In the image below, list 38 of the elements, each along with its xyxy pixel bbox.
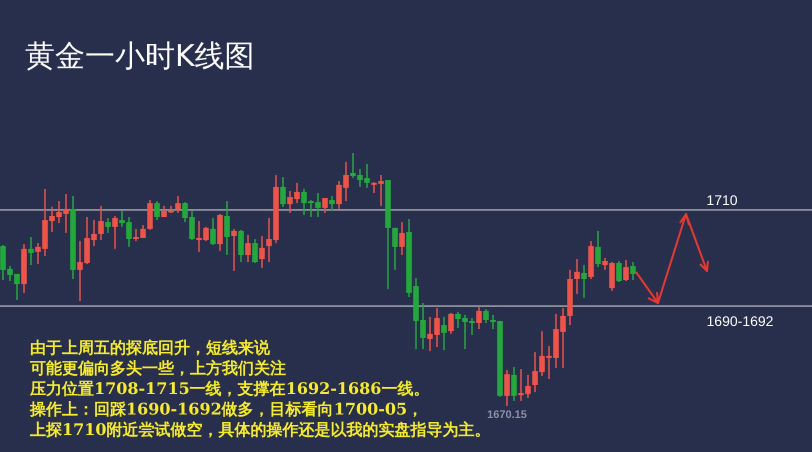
candlestick: [616, 260, 622, 283]
candlestick: [574, 258, 580, 295]
text: 1690-1692: [706, 313, 774, 330]
candlestick: [476, 306, 482, 330]
candlestick: [154, 200, 160, 221]
candlestick: [245, 234, 251, 263]
candlestick: [329, 195, 335, 212]
annotation: 由于上周五的探底回升，短线来说: [30, 338, 271, 357]
candlestick: [441, 316, 447, 351]
candlestick: [231, 228, 237, 272]
candlestick: [224, 200, 230, 256]
annotation: 压力位置1708-1715一线，支撑在1692-1686一线。: [29, 379, 430, 398]
candlestick: [504, 369, 510, 407]
candlestick: [105, 217, 111, 234]
candlestick: [322, 197, 328, 214]
candlestick: [28, 236, 34, 266]
candlestick: [595, 230, 601, 268]
candlestick: [392, 227, 398, 271]
candlestick: [581, 264, 587, 299]
candlestick: [210, 217, 216, 246]
candlestick: [623, 259, 629, 282]
candlestick: [448, 312, 454, 335]
annotation: 可能更偏向多头一些，上方我们关注: [29, 358, 286, 378]
candlestick: [175, 195, 181, 214]
candlestick: [630, 261, 636, 281]
candlestick: [280, 176, 286, 208]
candlestick: [112, 215, 118, 250]
chart-title: 黄金一小时K线图: [25, 39, 255, 74]
candlestick: [252, 238, 258, 264]
candlestick: [399, 221, 405, 256]
candlestick: [259, 235, 265, 269]
annotation: 操作上：回踩1690-1692做多，目标看向1700-05，: [29, 400, 424, 418]
candlestick: [98, 205, 104, 241]
candlestick: [483, 308, 489, 324]
text: 1710: [706, 192, 738, 208]
annotation: 1670.15: [487, 409, 527, 421]
candlestick: [511, 366, 517, 402]
text: 上探1710附近尝试做空，具体的操作还是以我的实盘指导为主。: [29, 420, 491, 439]
